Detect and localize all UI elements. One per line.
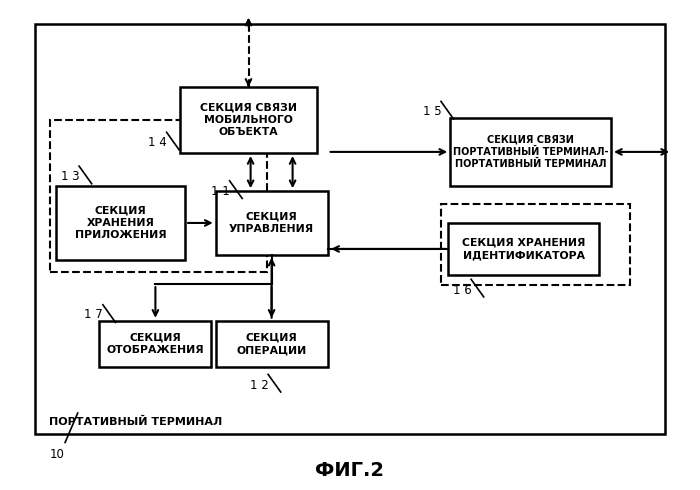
Text: 1 2: 1 2 [250, 379, 268, 392]
Text: 1 4: 1 4 [148, 136, 167, 148]
Text: 1 3: 1 3 [61, 170, 79, 183]
Bar [441, 204, 630, 285]
Bar [216, 320, 328, 368]
Bar [55, 186, 185, 260]
Text: СЕКЦИЯ ХРАНЕНИЯ
ИДЕНТИФИКАТОРА: СЕКЦИЯ ХРАНЕНИЯ ИДЕНТИФИКАТОРА [462, 238, 585, 260]
Bar [448, 223, 598, 274]
Text: ФИГ.2: ФИГ.2 [316, 461, 384, 480]
Text: 10: 10 [50, 448, 65, 461]
Bar [35, 24, 665, 434]
Text: 1 5: 1 5 [424, 105, 442, 118]
Text: СЕКЦИЯ СВЯЗИ
МОБИЛЬНОГО
ОБЪЕКТА: СЕКЦИЯ СВЯЗИ МОБИЛЬНОГО ОБЪЕКТА [200, 102, 297, 138]
Text: 1 6: 1 6 [453, 284, 471, 296]
Text: СЕКЦИЯ
ОПЕРАЦИИ: СЕКЦИЯ ОПЕРАЦИИ [237, 333, 307, 355]
Bar [450, 118, 611, 186]
Bar [216, 191, 328, 255]
Bar [99, 320, 211, 368]
Text: 1 1: 1 1 [211, 185, 230, 197]
Text: СЕКЦИЯ
УПРАВЛЕНИЯ: СЕКЦИЯ УПРАВЛЕНИЯ [229, 212, 314, 234]
Text: СЕКЦИЯ СВЯЗИ
ПОРТАТИВНЫЙ ТЕРМИНАЛ-
ПОРТАТИВНЫЙ ТЕРМИНАЛ: СЕКЦИЯ СВЯЗИ ПОРТАТИВНЫЙ ТЕРМИНАЛ- ПОРТА… [453, 134, 608, 170]
Bar [50, 120, 267, 272]
Text: 1 7: 1 7 [84, 308, 102, 321]
Text: СЕКЦИЯ
ОТОБРАЖЕНИЯ: СЕКЦИЯ ОТОБРАЖЕНИЯ [106, 333, 204, 355]
Text: СЕКЦИЯ
ХРАНЕНИЯ
ПРИЛОЖЕНИЯ: СЕКЦИЯ ХРАНЕНИЯ ПРИЛОЖЕНИЯ [75, 205, 166, 241]
Bar [180, 87, 316, 153]
Text: ПОРТАТИВНЫЙ ТЕРМИНАЛ: ПОРТАТИВНЫЙ ТЕРМИНАЛ [49, 417, 223, 427]
